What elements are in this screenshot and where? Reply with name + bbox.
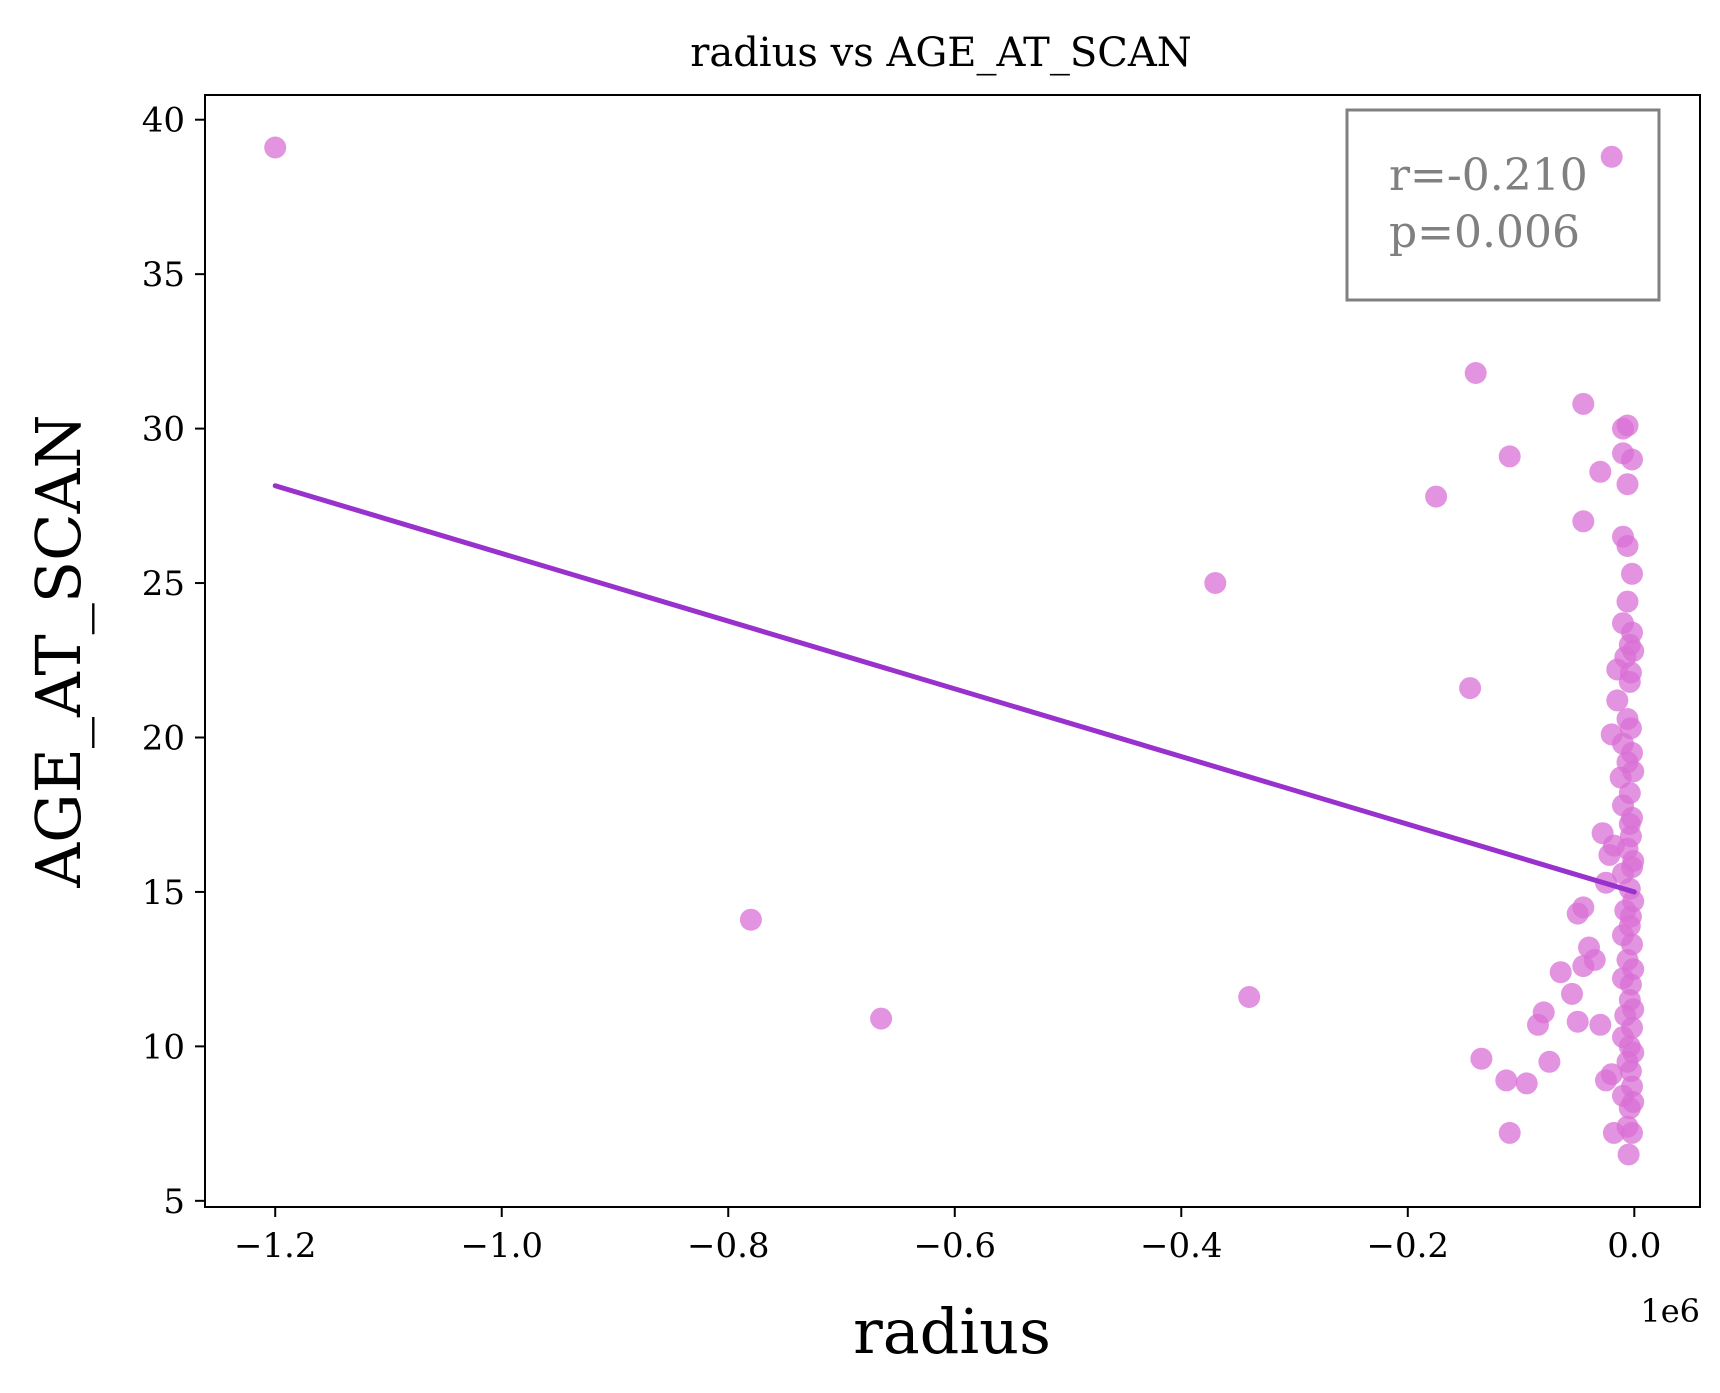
data-point [1204,572,1227,594]
data-point [1616,414,1639,437]
data-point [1619,661,1642,684]
x-tick-label: −0.6 [913,1226,996,1266]
y-tick-label: 40 [142,101,185,141]
data-point [1459,677,1482,700]
data-point [1583,948,1606,971]
data-point [1549,961,1572,984]
data-point [1589,460,1612,483]
data-point [1621,741,1643,764]
data-point [870,1007,893,1030]
data-point [1606,689,1629,712]
data-point [1622,1041,1645,1064]
y-tick-label: 5 [163,1182,185,1222]
data-point [1498,445,1521,468]
stats-annotation-p: p=0.006 [1389,207,1580,258]
y-tick-label: 10 [142,1027,185,1067]
data-point [1621,621,1643,644]
data-point [739,908,762,931]
x-axis-offset-label: 1e6 [1640,1292,1700,1330]
data-point [1538,1050,1561,1073]
data-point [1561,982,1583,1005]
y-tick-label: 15 [142,873,185,913]
y-axis: 5 10 15 20 25 30 35 40 [142,101,205,1222]
y-axis-label: AGE_AT_SCAN [22,414,95,888]
x-axis-label: radius [853,1295,1051,1368]
x-tick-label: −0.8 [687,1226,770,1266]
data-point [1619,717,1642,740]
x-axis: −1.2 −1.0 −0.8 −0.6 −0.4 −0.2 0.0 [234,1207,1661,1266]
data-point [1618,782,1641,805]
stats-annotation-box [1345,108,1661,302]
data-point [1622,1091,1645,1113]
data-point [1617,1143,1640,1166]
data-point [1515,1072,1538,1095]
stats-annotation: r=-0.210 p=0.006 [1345,108,1661,302]
data-point [1622,640,1645,662]
data-point [1566,1010,1589,1033]
data-point [1621,1016,1643,1039]
x-tick-label: −0.2 [1367,1226,1450,1266]
data-point [1622,760,1645,783]
data-point [1622,998,1645,1021]
data-point [1425,485,1448,508]
y-tick-label: 20 [142,718,185,758]
data-point [1621,448,1643,471]
data-point [1622,890,1645,913]
plot-area [264,136,1645,1166]
stats-annotation-r: r=-0.210 [1389,150,1588,201]
x-tick-label: −1.0 [460,1226,543,1266]
y-tick-label: 25 [142,564,185,604]
data-point [1621,933,1643,956]
y-tick-label: 35 [142,255,185,295]
data-point [1616,590,1639,613]
data-point [1621,806,1643,829]
y-tick-label: 30 [142,410,185,450]
chart-title: radius vs AGE_AT_SCAN [690,30,1192,76]
data-point [1621,1121,1643,1144]
data-point [1532,1001,1555,1024]
data-point [264,136,287,159]
plot-frame [204,94,1701,1208]
data-point [1622,850,1645,872]
data-point [1572,510,1595,533]
regression-line [272,483,1637,895]
data-point [1616,535,1639,557]
data-point [1572,896,1595,919]
data-point [1464,362,1487,384]
data-point [1238,986,1261,1008]
data-point [1495,1069,1518,1092]
x-tick-label: −0.4 [1140,1226,1223,1266]
data-point [1616,473,1639,496]
data-point [1600,145,1623,168]
data-point [1498,1121,1521,1144]
data-point [1621,562,1643,585]
data-point [1600,1063,1623,1086]
data-point [1622,958,1645,981]
x-tick-label: −1.2 [234,1226,317,1266]
data-point [1470,1047,1493,1070]
x-tick-label: 0.0 [1607,1226,1661,1266]
data-point [1619,825,1642,848]
data-point [1572,392,1595,415]
data-point [1589,1013,1612,1036]
